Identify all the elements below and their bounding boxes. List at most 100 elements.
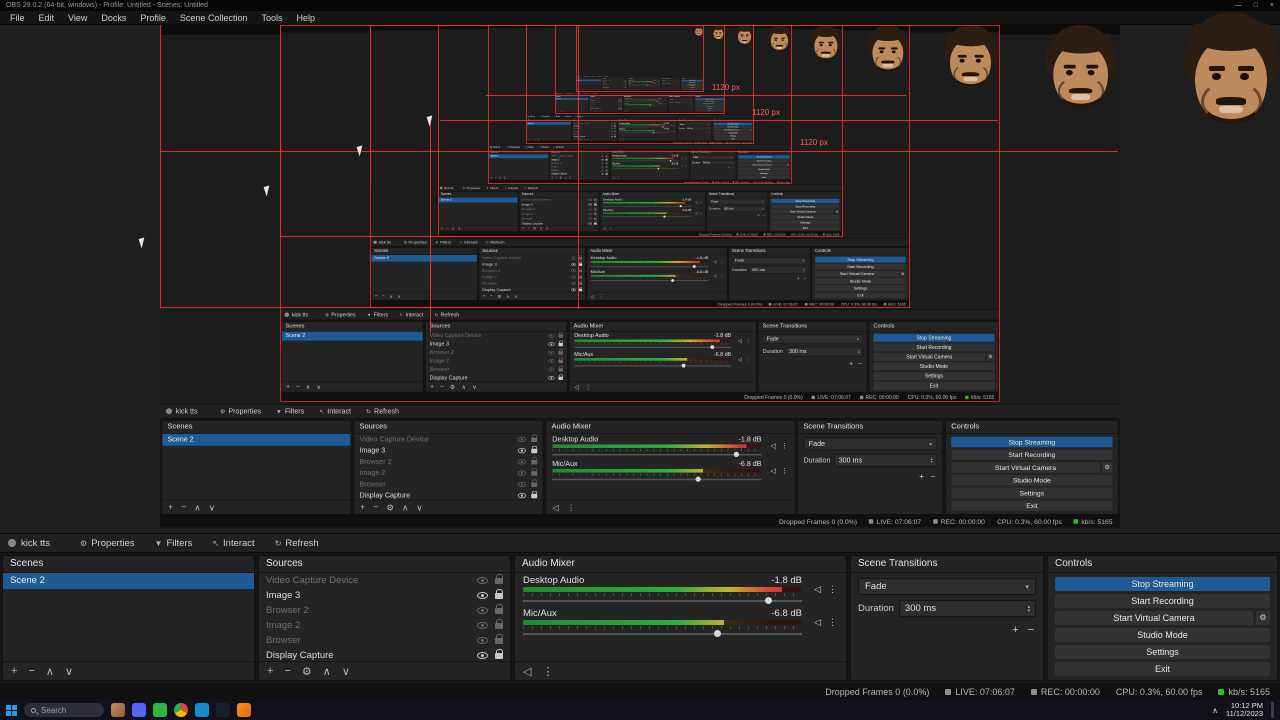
sources-title: Sources	[259, 556, 510, 573]
recursion-layers: kick tts ⚙ Properties ▼ Filters ↖ Interact ↻ Re…	[0, 25, 1280, 533]
start-button[interactable]	[6, 704, 17, 716]
remove-scene-icon[interactable]: −	[28, 665, 35, 677]
remove-source-icon[interactable]: −	[284, 665, 291, 677]
source-row[interactable]: Display Capture	[259, 648, 510, 661]
rec-indicator-icon	[1030, 688, 1037, 695]
channel-menu-icon[interactable]: ⋮	[828, 584, 837, 594]
close-button[interactable]: ×	[1269, 2, 1274, 9]
maximize-button[interactable]: □	[1253, 2, 1258, 9]
source-row[interactable]: Image 2	[259, 618, 510, 633]
spinner-arrows-icon[interactable]: ▴ ▾	[1027, 603, 1030, 614]
mixer-channel: Desktop Audio -1.8 dB ◁ ⋮	[515, 573, 846, 606]
source-down-icon[interactable]: ∨	[341, 665, 350, 678]
filters-button[interactable]: ▼ Filters	[154, 537, 193, 549]
minimize-button[interactable]: —	[1234, 2, 1242, 9]
system-tray: ∧ 10:12 PM 11/12/2023	[1212, 701, 1274, 719]
steam-icon[interactable]	[216, 703, 230, 717]
visibility-eye-icon[interactable]	[477, 622, 488, 629]
photos-app-icon[interactable]	[111, 703, 125, 717]
channel-menu-icon[interactable]: ⋮	[828, 617, 837, 627]
mixer-channel: Mic/Aux -6.8 dB ◁ ⋮	[515, 606, 846, 639]
sources-list: Video Capture Device Image 3 Browser 2 Imag…	[259, 573, 510, 661]
menu-item-view[interactable]: View	[68, 12, 88, 23]
visibility-eye-icon[interactable]	[477, 637, 488, 644]
menu-item-tools[interactable]: Tools	[261, 12, 283, 23]
scene-down-icon[interactable]: ∨	[64, 665, 73, 678]
menu-item-profile[interactable]: Profile	[140, 12, 166, 23]
vscode-icon[interactable]	[195, 703, 209, 717]
search-icon	[31, 707, 36, 713]
properties-button[interactable]: ⚙ Properties	[80, 537, 135, 549]
sources-panel: Sources Video Capture Device Image 3 Brows…	[258, 555, 511, 681]
scene-up-icon[interactable]: ∧	[45, 665, 54, 678]
discord-icon[interactable]	[132, 703, 146, 717]
speaker-icon[interactable]: ◁	[814, 584, 821, 594]
controls-title: Controls	[1048, 556, 1277, 573]
lock-icon[interactable]	[495, 648, 503, 659]
visibility-eye-icon[interactable]	[477, 577, 488, 584]
lock-icon[interactable]	[495, 618, 503, 629]
duration-value: 300 ms	[904, 603, 937, 614]
lock-icon[interactable]	[495, 588, 503, 599]
speaker-icon[interactable]: ◁	[814, 617, 821, 627]
mixer-volume-icon[interactable]: ◁	[523, 665, 532, 678]
transitions-title: Scene Transitions	[851, 556, 1043, 573]
virtual-camera-config-button[interactable]: ⚙	[1256, 611, 1270, 625]
menu-item-file[interactable]: File	[10, 12, 25, 23]
transitions-toolbar: + −	[860, 624, 1034, 636]
taskbar-clock[interactable]: 10:12 PM 11/12/2023	[1226, 701, 1263, 719]
start-recording-button[interactable]: Start Recording	[1055, 594, 1270, 608]
source-row[interactable]: Browser 2	[259, 603, 510, 618]
remove-transition-icon[interactable]: −	[1027, 624, 1034, 636]
studio-mode-button[interactable]: Studio Mode	[1055, 628, 1270, 642]
preview-recursion-level: kick tts ⚙ Properties ▼ Filters ↖ Interact ↻ Re…	[575, 25, 705, 93]
settings-button[interactable]: Settings	[1055, 645, 1270, 659]
menu-item-docks[interactable]: Docks	[101, 12, 127, 23]
scene-item[interactable]: Scene 2	[3, 573, 254, 589]
live-status: LIVE: 07:06:07	[945, 687, 1015, 697]
preview-canvas[interactable]: kick tts ⚙ Properties ▼ Filters ↖ Interact ↻ Re…	[0, 12, 1280, 533]
menu-item-help[interactable]: Help	[296, 12, 315, 23]
source-toolbar: kick tts ⚙ Properties ▼ Filters ↖ Interact ↻ Re…	[0, 533, 1280, 553]
volume-slider[interactable]	[523, 629, 802, 638]
interact-button[interactable]: ↖ Interact	[212, 537, 255, 549]
start-virtual-camera-button[interactable]: Start Virtual Camera	[1055, 611, 1253, 625]
mixer-menu-icon[interactable]: ⋮	[542, 665, 554, 678]
whatsapp-icon[interactable]	[153, 703, 167, 717]
lock-icon[interactable]	[495, 603, 503, 614]
tray-chevron-icon[interactable]: ∧	[1212, 705, 1219, 715]
search-input[interactable]: Search	[24, 703, 104, 717]
add-source-icon[interactable]: +	[267, 665, 274, 677]
lock-icon[interactable]	[495, 573, 503, 584]
add-transition-icon[interactable]: +	[1012, 624, 1019, 636]
lock-icon[interactable]	[495, 633, 503, 644]
menu-item-edit[interactable]: Edit	[38, 12, 55, 23]
stop-streaming-button[interactable]: Stop Streaming	[1055, 577, 1270, 591]
refresh-button[interactable]: ↻ Refresh	[274, 537, 319, 549]
source-row[interactable]: Image 3	[259, 588, 510, 603]
show-desktop-button[interactable]	[1271, 702, 1274, 718]
duration-label: Duration	[858, 603, 894, 614]
visibility-eye-icon[interactable]	[477, 652, 488, 659]
visibility-eye-icon[interactable]	[477, 607, 488, 614]
visibility-eye-icon[interactable]	[477, 592, 488, 599]
volume-slider[interactable]	[523, 596, 802, 605]
exit-button[interactable]: Exit	[1055, 662, 1270, 676]
menu-item-scene-collection[interactable]: Scene Collection	[179, 12, 248, 23]
firefox-icon[interactable]	[237, 703, 251, 717]
source-properties-icon[interactable]: ⚙	[301, 665, 312, 678]
source-row[interactable]: Video Capture Device	[259, 573, 510, 588]
scenes-title: Scenes	[3, 556, 254, 573]
volume-meter	[523, 620, 802, 625]
rec-status: REC: 00:00:00	[1030, 687, 1100, 697]
chrome-icon[interactable]	[174, 703, 188, 717]
source-row[interactable]: Browser	[259, 633, 510, 648]
add-scene-icon[interactable]: +	[11, 665, 18, 677]
channel-name: Mic/Aux	[523, 608, 557, 619]
transition-select[interactable]: Fade ▾	[858, 578, 1036, 595]
duration-input[interactable]: 300 ms ▴ ▾	[898, 600, 1036, 617]
filter-icon: ▼	[154, 538, 163, 548]
source-up-icon[interactable]: ∧	[322, 665, 331, 678]
scene-transitions-panel: Scene Transitions Fade ▾ Duration 300 ms…	[850, 555, 1044, 681]
